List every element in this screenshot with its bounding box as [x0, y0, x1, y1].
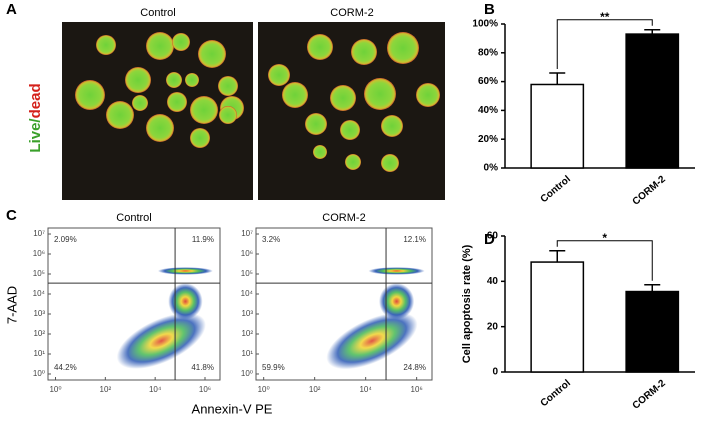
bar	[625, 290, 680, 373]
y-axis-label: Cell apoptosis rate (%)	[461, 244, 473, 363]
y-tick-label: 10⁶	[33, 249, 45, 258]
y-tick-label: 10¹	[241, 349, 253, 358]
quadrant-label: 2.09%	[54, 235, 77, 244]
micrograph	[62, 22, 253, 200]
y-tick-label: 60%	[478, 76, 498, 87]
quadrant-label: 41.8%	[191, 363, 214, 372]
y-tick-label: 20	[487, 321, 499, 332]
x-tick-label: Control	[539, 378, 573, 409]
x-tick-label: CORM-2	[631, 378, 669, 412]
panel-label: D	[484, 231, 495, 248]
panel-label: C	[6, 207, 17, 224]
quadrant-label: 59.9%	[262, 363, 285, 372]
micrograph	[258, 22, 445, 200]
quadrant-label: 11.9%	[192, 235, 214, 244]
cell-cloud	[157, 267, 213, 275]
stain-dead: dead	[27, 83, 44, 118]
y-tick-label: 10⁵	[241, 269, 253, 278]
y-tick-label: 10⁰	[33, 369, 45, 378]
significance-bracket	[556, 240, 653, 281]
stain-slash: /	[27, 118, 44, 123]
significance-bracket	[556, 19, 653, 69]
stain-live: Live	[27, 123, 44, 153]
y-tick-label: 10³	[33, 309, 45, 318]
x-tick-label: 10⁶	[411, 385, 423, 394]
x-tick-label: 10²	[309, 385, 321, 394]
y-tick-label: 10²	[241, 329, 253, 338]
quadrant-label: 24.8%	[403, 363, 426, 372]
y-tick-label: 10¹	[33, 349, 45, 358]
significance-label: **	[600, 10, 610, 24]
y-tick-label: 10⁵	[33, 269, 45, 278]
y-tick-label: 10⁴	[241, 289, 254, 298]
x-tick-label: 10⁴	[359, 385, 372, 394]
x-tick-label: 10⁶	[199, 385, 211, 394]
x-axis-label: Annexin-V PE	[192, 401, 273, 416]
y-tick-label: 0	[492, 367, 498, 378]
image-caption: Control	[140, 7, 175, 19]
y-tick-label: 80%	[478, 47, 498, 58]
y-tick-label: 10³	[241, 309, 253, 318]
y-tick-label: 0%	[484, 163, 499, 174]
y-axis-label: 7-AAD	[4, 286, 19, 324]
y-tick-label: 10⁰	[241, 369, 253, 378]
quadrant-label: 12.1%	[403, 235, 426, 244]
x-tick-label: 10⁰	[258, 385, 270, 394]
x-tick-label: 10⁴	[149, 385, 162, 394]
image-caption: CORM-2	[330, 7, 373, 19]
y-tick-label: 10⁶	[241, 249, 253, 258]
panel-label: A	[6, 1, 17, 18]
significance-label: *	[602, 231, 607, 245]
x-tick-label: CORM-2	[631, 174, 669, 208]
plot-title: Control	[116, 212, 151, 224]
y-tick-label: 40	[487, 276, 499, 287]
stain-label: Live/dead	[27, 83, 44, 152]
bar	[530, 83, 585, 169]
cell-cloud	[378, 283, 415, 320]
x-tick-label: 10⁰	[49, 385, 61, 394]
bar	[625, 33, 680, 169]
y-tick-label: 10²	[33, 329, 45, 338]
panel-label: B	[484, 1, 495, 18]
plot-title: CORM-2	[322, 212, 365, 224]
cell-cloud	[368, 267, 425, 275]
quadrant-label: 3.2%	[262, 235, 280, 244]
y-tick-label: 10⁷	[33, 229, 45, 238]
y-tick-label: 20%	[478, 134, 498, 145]
y-tick-label: 100%	[472, 19, 498, 30]
quadrant-label: 44.2%	[54, 363, 77, 372]
y-tick-label: 10⁷	[241, 229, 253, 238]
x-tick-label: 10²	[100, 385, 112, 394]
y-tick-label: 60	[487, 231, 499, 242]
x-tick-label: Control	[539, 174, 573, 205]
y-tick-label: 40%	[478, 105, 498, 116]
cell-cloud	[116, 312, 206, 369]
cell-cloud	[168, 283, 203, 320]
y-tick-label: 10⁴	[33, 289, 46, 298]
bar	[530, 261, 585, 373]
cell-cloud	[326, 312, 418, 370]
